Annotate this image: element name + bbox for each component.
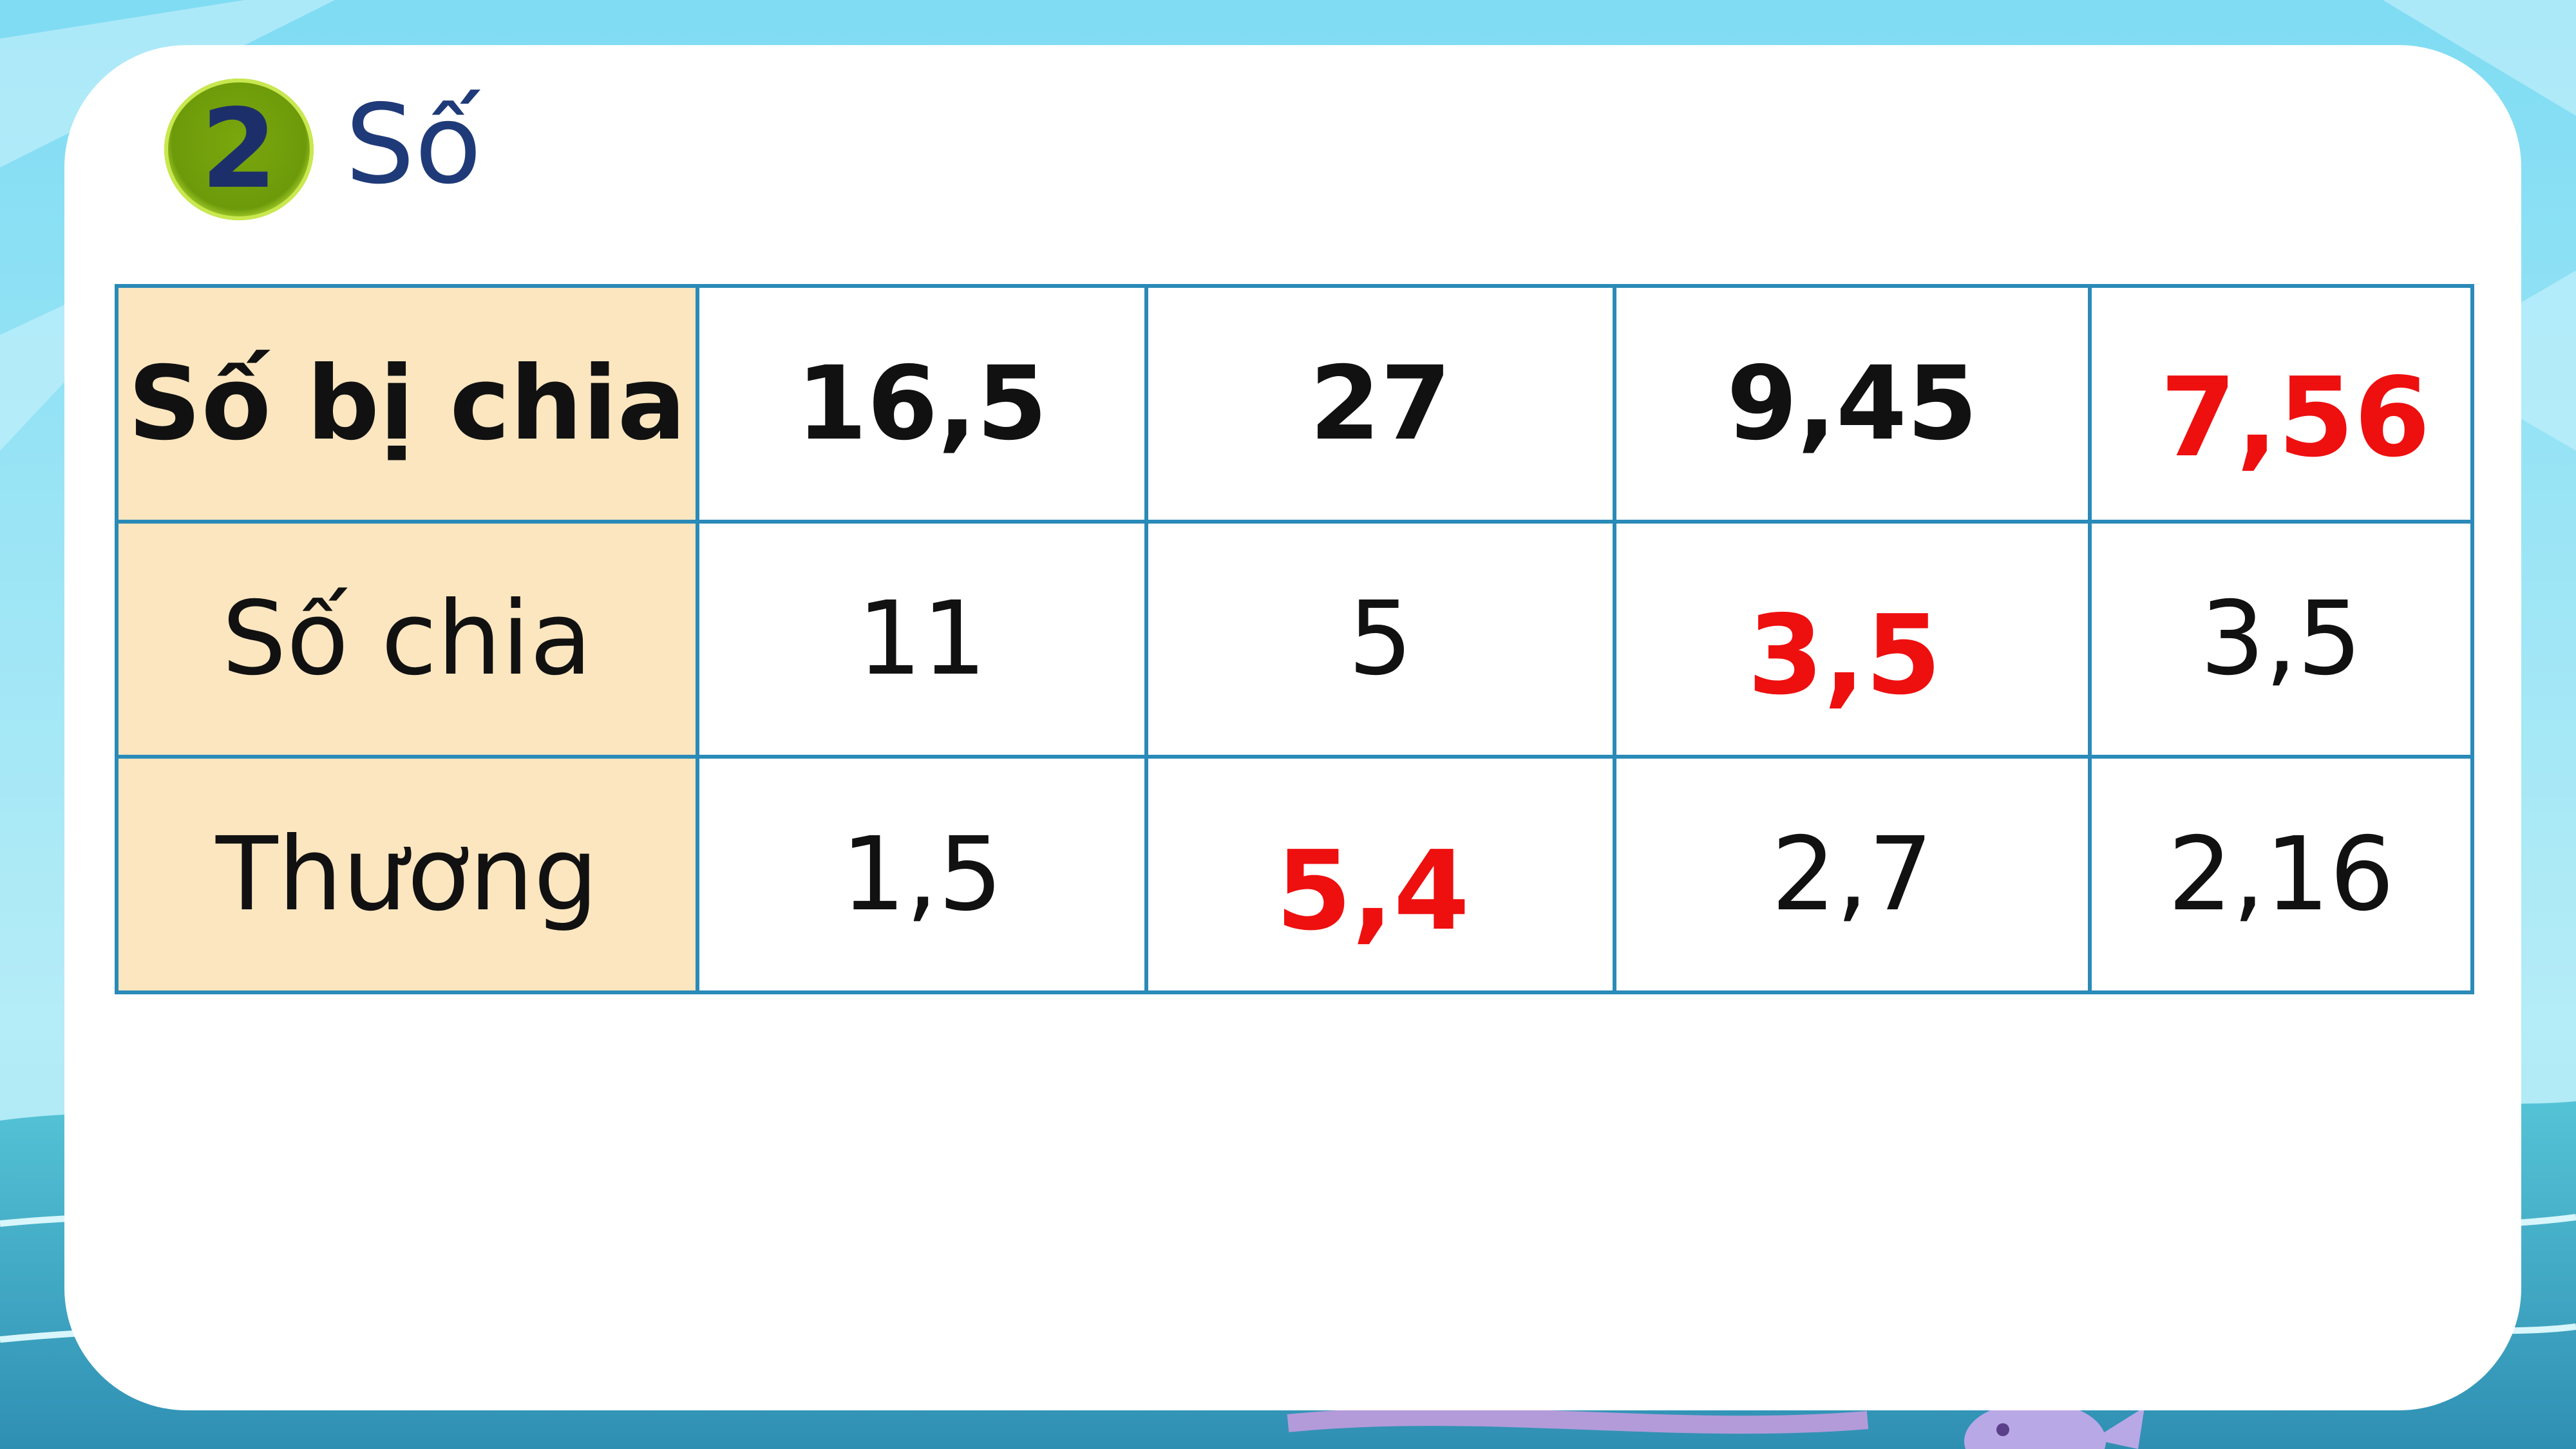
table-row-dividend: Số bị chia 16,5 27 9,45 7,56 <box>115 284 2474 524</box>
answer-cell: 3,5 <box>1613 519 2092 759</box>
table-cell: 16,5 <box>696 284 1148 524</box>
exercise-number-badge: 2 <box>164 79 314 220</box>
table-cell: 2,7 <box>1613 755 2092 994</box>
row-label-quotient: Thương <box>115 755 699 994</box>
answer-value: 5,4 <box>1275 828 1470 956</box>
exercise-title: Số <box>345 81 482 209</box>
row-label-dividend: Số bị chia <box>115 284 699 524</box>
table-row-quotient: Thương 1,5 5,4 2,7 2,16 <box>115 755 2474 994</box>
table-cell: 3,5 <box>2088 519 2474 759</box>
table-cell: 11 <box>696 519 1148 759</box>
fish-icon <box>1964 1401 2145 1449</box>
table-cell: 5 <box>1144 519 1616 759</box>
table-row-divisor: Số chia 11 5 3,5 3,5 <box>115 519 2474 759</box>
answer-value: 7,56 <box>2160 354 2430 482</box>
table-cell: 1,5 <box>696 755 1148 994</box>
table-cell: 2,16 <box>2088 755 2474 994</box>
answer-value: 3,5 <box>1747 592 1942 720</box>
answer-cell: 7,56 <box>2088 284 2474 524</box>
table-cell: 27 <box>1144 284 1616 524</box>
answer-cell: 5,4 <box>1144 755 1616 994</box>
row-label-divisor: Số chia <box>115 519 699 759</box>
table-cell: 9,45 <box>1613 284 2092 524</box>
division-table: Số bị chia 16,5 27 9,45 7,56 Số chia 11 … <box>115 284 2474 994</box>
